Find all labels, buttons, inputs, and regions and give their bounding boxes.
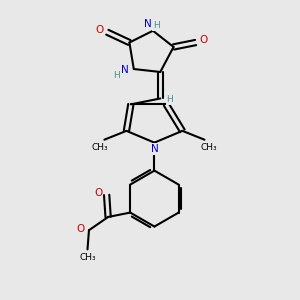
Text: O: O [96,25,104,35]
Text: CH₃: CH₃ [201,142,217,152]
Text: CH₃: CH₃ [79,253,96,262]
Text: H: H [113,71,119,80]
Text: O: O [94,188,103,198]
Text: O: O [199,35,207,45]
Text: N: N [151,144,158,154]
Text: N: N [121,65,128,76]
Text: CH₃: CH₃ [92,142,108,152]
Text: N: N [144,19,152,29]
Text: H: H [167,95,173,104]
Text: O: O [76,224,85,234]
Text: H: H [153,21,160,30]
